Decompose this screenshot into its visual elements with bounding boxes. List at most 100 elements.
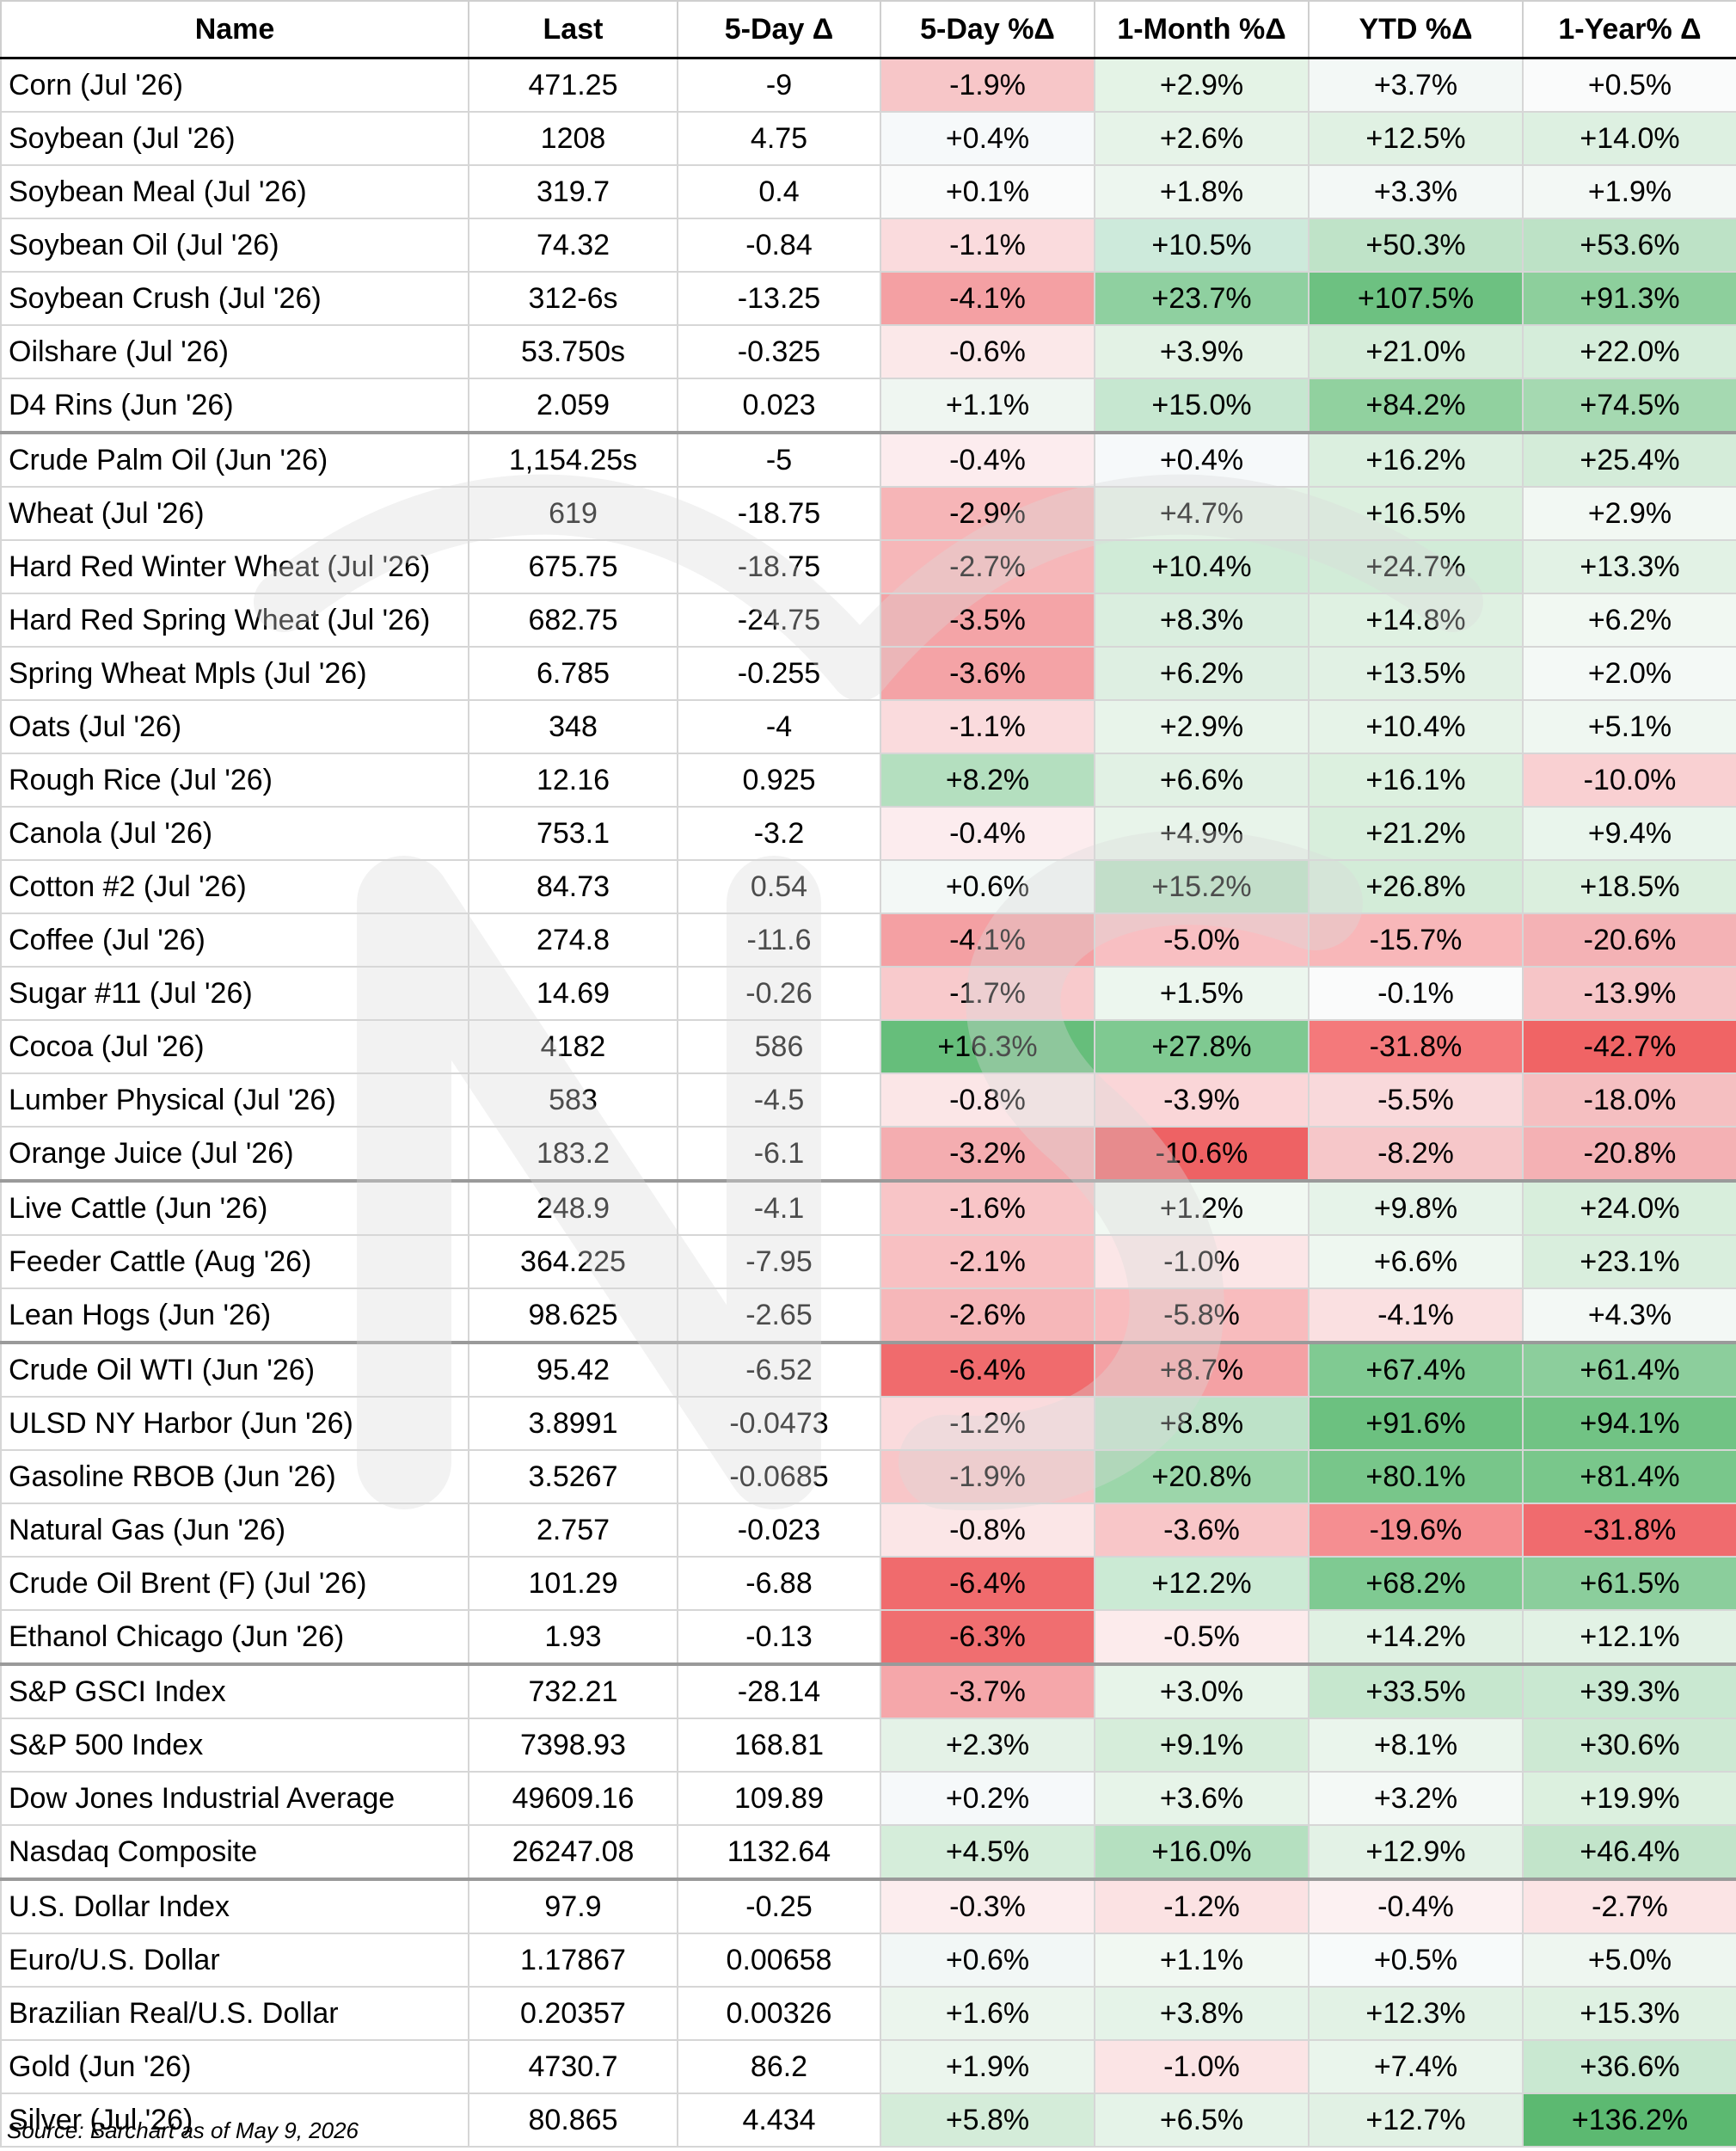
cell-name: Ethanol Chicago (Jun '26) [0, 1609, 469, 1666]
cell-name: Brazilian Real/U.S. Dollar [0, 1986, 469, 2041]
cell-5day-change: 0.4 [677, 164, 881, 219]
cell-ytd-pct: -15.7% [1308, 913, 1524, 968]
table-row: Gold (Jun '26) 4730.7 86.2 +1.9% -1.0% +7.4% +… [0, 2039, 1736, 2094]
cell-last: 753.1 [468, 806, 678, 861]
cell-5day-pct: -6.4% [880, 1342, 1095, 1398]
cell-1year-pct: +136.2% [1522, 2093, 1736, 2148]
header-1year-pct: 1-Year% Δ [1522, 0, 1736, 59]
cell-1month-pct: +1.8% [1094, 164, 1310, 219]
table-row: Oats (Jul '26) 348 -4 -1.1% +2.9% +10.4% +5.1% [0, 699, 1736, 754]
cell-1month-pct: +27.8% [1094, 1019, 1310, 1074]
cell-1month-pct: +3.0% [1094, 1663, 1310, 1719]
cell-1year-pct: +15.3% [1522, 1986, 1736, 2041]
cell-5day-pct: -2.9% [880, 486, 1095, 541]
cell-1month-pct: +6.6% [1094, 753, 1310, 808]
cell-ytd-pct: +33.5% [1308, 1663, 1524, 1719]
cell-1year-pct: -42.7% [1522, 1019, 1736, 1074]
cell-5day-pct: +0.1% [880, 164, 1095, 219]
cell-ytd-pct: +68.2% [1308, 1556, 1524, 1611]
cell-1year-pct: +53.6% [1522, 218, 1736, 273]
cell-1year-pct: +23.1% [1522, 1234, 1736, 1289]
header-5day-change: 5-Day Δ [677, 0, 881, 59]
cell-1month-pct: -3.6% [1094, 1503, 1310, 1558]
table-row: Brazilian Real/U.S. Dollar 0.20357 0.00326… [0, 1986, 1736, 2041]
cell-5day-pct: +1.9% [880, 2039, 1095, 2094]
cell-5day-pct: -4.1% [880, 271, 1095, 326]
cell-1year-pct: +2.0% [1522, 646, 1736, 701]
cell-last: 26247.08 [468, 1824, 678, 1881]
cell-name: Oats (Jul '26) [0, 699, 469, 754]
cell-5day-change: -28.14 [677, 1663, 881, 1719]
cell-ytd-pct: +67.4% [1308, 1342, 1524, 1398]
cell-1year-pct: +81.4% [1522, 1449, 1736, 1504]
cell-1year-pct: +19.9% [1522, 1771, 1736, 1826]
cell-last: 53.750s [468, 324, 678, 379]
cell-5day-change: -0.13 [677, 1609, 881, 1666]
cell-last: 1208 [468, 111, 678, 166]
cell-1month-pct: +2.9% [1094, 699, 1310, 754]
cell-last: 675.75 [468, 539, 678, 594]
header-5day-pct: 5-Day %Δ [880, 0, 1095, 59]
cell-5day-pct: -0.3% [880, 1878, 1095, 1934]
cell-1month-pct: +23.7% [1094, 271, 1310, 326]
cell-1year-pct: -10.0% [1522, 753, 1736, 808]
header-1month-pct: 1-Month %Δ [1094, 0, 1310, 59]
cell-1month-pct: +10.4% [1094, 539, 1310, 594]
cell-1month-pct: -10.6% [1094, 1126, 1310, 1183]
cell-1year-pct: -13.9% [1522, 966, 1736, 1021]
cell-name: Corn (Jul '26) [0, 57, 469, 113]
cell-1month-pct: -3.9% [1094, 1072, 1310, 1128]
cell-last: 1.17867 [468, 1933, 678, 1988]
cell-5day-pct: +8.2% [880, 753, 1095, 808]
cell-last: 364.225 [468, 1234, 678, 1289]
cell-name: Silver (Jul '26) [0, 2093, 469, 2148]
cell-name: Coffee (Jul '26) [0, 913, 469, 968]
cell-5day-change: 0.023 [677, 378, 881, 434]
table-row: Feeder Cattle (Aug '26) 364.225 -7.95 -2.1%… [0, 1234, 1736, 1289]
cell-name: Hard Red Spring Wheat (Jul '26) [0, 593, 469, 648]
cell-5day-pct: +0.2% [880, 1771, 1095, 1826]
cell-name: Wheat (Jul '26) [0, 486, 469, 541]
header-ytd-pct: YTD %Δ [1308, 0, 1524, 59]
cell-5day-pct: -6.3% [880, 1609, 1095, 1666]
table-row: Corn (Jul '26) 471.25 -9 -1.9% +2.9% +3.7% +0.… [0, 57, 1736, 113]
cell-ytd-pct: +21.0% [1308, 324, 1524, 379]
cell-name: Canola (Jul '26) [0, 806, 469, 861]
cell-5day-change: -0.023 [677, 1503, 881, 1558]
cell-1month-pct: +15.2% [1094, 859, 1310, 914]
cell-1year-pct: +30.6% [1522, 1718, 1736, 1773]
cell-name: ULSD NY Harbor (Jun '26) [0, 1396, 469, 1451]
cell-5day-pct: -1.1% [880, 699, 1095, 754]
cell-5day-change: 109.89 [677, 1771, 881, 1826]
cell-ytd-pct: +12.3% [1308, 1986, 1524, 2041]
table-row: Silver (Jul '26) 80.865 4.434 +5.8% +6.5% +12… [0, 2093, 1736, 2148]
cell-5day-pct: -3.2% [880, 1126, 1095, 1183]
cell-ytd-pct: +12.5% [1308, 111, 1524, 166]
table-row: Crude Oil WTI (Jun '26) 95.42 -6.52 -6.4% +8… [0, 1342, 1736, 1398]
table-row: Natural Gas (Jun '26) 2.757 -0.023 -0.8% -3.… [0, 1503, 1736, 1558]
cell-5day-pct: -0.6% [880, 324, 1095, 379]
cell-1year-pct: +12.1% [1522, 1609, 1736, 1666]
table-row: S&P 500 Index 7398.93 168.81 +2.3% +9.1% +8.1… [0, 1718, 1736, 1773]
cell-ytd-pct: +0.5% [1308, 1933, 1524, 1988]
cell-5day-change: -0.84 [677, 218, 881, 273]
cell-5day-pct: -0.4% [880, 432, 1095, 488]
cell-name: Gold (Jun '26) [0, 2039, 469, 2094]
cell-name: Euro/U.S. Dollar [0, 1933, 469, 1988]
cell-1month-pct: +8.8% [1094, 1396, 1310, 1451]
cell-ytd-pct: +16.5% [1308, 486, 1524, 541]
cell-ytd-pct: +16.1% [1308, 753, 1524, 808]
cell-1year-pct: +2.9% [1522, 486, 1736, 541]
cell-1month-pct: +4.7% [1094, 486, 1310, 541]
table-row: Crude Palm Oil (Jun '26) 1,154.25s -5 -0.4%… [0, 432, 1736, 488]
cell-last: 183.2 [468, 1126, 678, 1183]
cell-last: 6.785 [468, 646, 678, 701]
cell-1month-pct: +8.3% [1094, 593, 1310, 648]
cell-1year-pct: +22.0% [1522, 324, 1736, 379]
table-row: Cocoa (Jul '26) 4182 586 +16.3% +27.8% -31.8%… [0, 1019, 1736, 1074]
cell-1year-pct: +46.4% [1522, 1824, 1736, 1881]
cell-5day-pct: -1.6% [880, 1180, 1095, 1236]
cell-1year-pct: +4.3% [1522, 1288, 1736, 1344]
cell-5day-change: -0.0685 [677, 1449, 881, 1504]
